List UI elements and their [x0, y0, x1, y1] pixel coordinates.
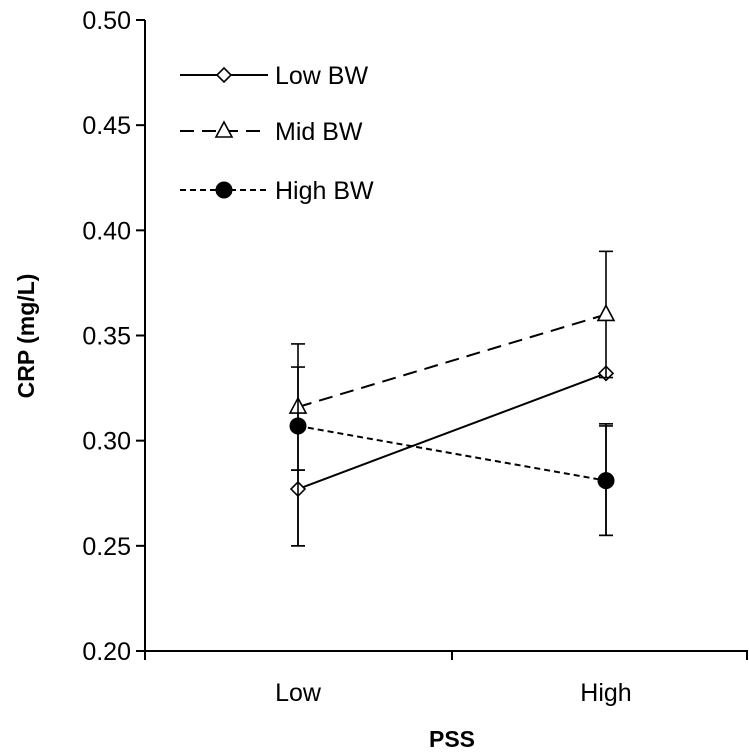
y-tick-label: 0.35 [82, 323, 131, 351]
legend: Low BW Mid BW High BW [180, 62, 374, 205]
legend-marker [215, 181, 233, 199]
y-axis-title: CRP (mg/L) [13, 274, 39, 399]
legend-item-0: Low BW [180, 62, 368, 90]
x-tick-labels: Low High [275, 679, 632, 707]
series-1 [288, 250, 616, 471]
data-point [597, 472, 615, 490]
series-0 [289, 365, 615, 547]
data-point [289, 417, 307, 435]
y-tick-label: 0.20 [82, 638, 131, 666]
legend-marker [214, 120, 234, 138]
series-2 [289, 366, 615, 547]
series-line [297, 313, 607, 408]
legend-label: Low BW [275, 62, 368, 90]
y-tick-label: 0.30 [82, 428, 131, 456]
legend-label: High BW [275, 177, 374, 205]
x-tick-label: Low [275, 679, 322, 707]
x-tick-label: High [580, 679, 631, 707]
series-line [297, 372, 607, 490]
y-tick-label: 0.40 [82, 217, 131, 245]
series-group [288, 250, 616, 547]
legend-item-2: High BW [180, 177, 374, 205]
series-line [297, 424, 607, 482]
y-tick-label: 0.45 [82, 112, 131, 140]
data-point [596, 303, 616, 322]
legend-item-1: Mid BW [180, 118, 363, 146]
legend-label: Mid BW [275, 118, 363, 146]
y-tick-label: 0.25 [82, 533, 131, 561]
y-tick-label: 0.50 [82, 7, 131, 35]
y-ticks: 0.20 0.25 0.30 0.35 0.40 0.45 0.50 [82, 7, 145, 666]
legend-marker [215, 66, 233, 84]
x-axis-title: PSS [429, 726, 475, 752]
